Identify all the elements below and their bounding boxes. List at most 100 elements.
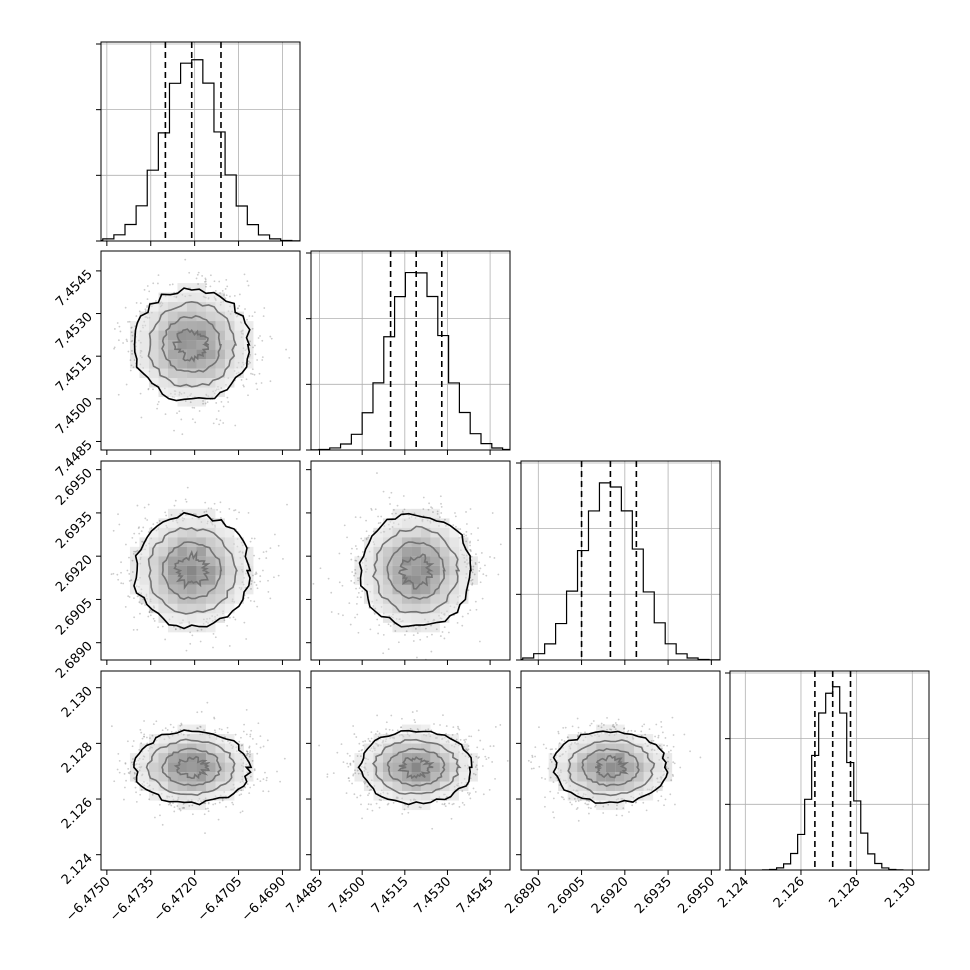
scatter-point	[365, 757, 368, 760]
density-cell	[148, 302, 159, 312]
scatter-point	[173, 810, 176, 813]
scatter-point	[465, 738, 467, 741]
panel-3-0: −6.4750−6.4735−6.4720−6.4705−6.46902.124…	[59, 670, 301, 925]
scatter-point	[459, 738, 462, 741]
density-cell	[430, 565, 440, 576]
scatter-point	[658, 781, 660, 784]
scatter-point	[200, 628, 203, 631]
scatter-point	[157, 526, 160, 529]
scatter-point	[123, 798, 125, 801]
scatter-point	[146, 317, 149, 319]
scatter-point	[220, 517, 222, 519]
scatter-point	[406, 733, 409, 736]
scatter-point	[225, 383, 227, 386]
density-cell	[615, 791, 625, 801]
scatter-point	[463, 535, 465, 538]
scatter-point	[206, 520, 209, 523]
scatter-point	[661, 731, 664, 734]
scatter-point	[146, 285, 149, 287]
scatter-point	[142, 758, 145, 761]
histogram-step	[101, 59, 300, 241]
scatter-point	[147, 749, 150, 752]
scatter-point	[113, 347, 115, 350]
scatter-point	[158, 803, 161, 806]
density-cell	[449, 781, 459, 792]
scatter-point	[458, 536, 461, 539]
scatter-point	[606, 728, 608, 731]
scatter-point	[456, 596, 459, 598]
density-cell	[430, 594, 440, 604]
scatter-point	[262, 551, 265, 554]
scatter-point	[659, 781, 662, 784]
scatter-point	[575, 808, 578, 811]
scatter-point	[157, 626, 159, 629]
scatter-point	[469, 797, 472, 800]
scatter-point	[173, 396, 176, 399]
density-cell	[243, 575, 254, 585]
density-cell	[449, 791, 459, 801]
density-cell	[139, 359, 149, 369]
scatter-point	[141, 356, 143, 359]
scatter-point	[469, 540, 472, 543]
scatter-point	[669, 793, 672, 796]
density-cell	[158, 781, 168, 792]
scatter-point	[122, 582, 125, 585]
scatter-point	[604, 732, 607, 735]
density-cell	[411, 565, 421, 576]
scatter-point	[577, 800, 580, 802]
scatter-point	[366, 583, 369, 586]
density-cell	[186, 340, 197, 350]
scatter-point	[288, 356, 291, 359]
density-cell	[167, 613, 178, 623]
scatter-point	[485, 574, 488, 577]
scatter-point	[376, 714, 379, 717]
scatter-point	[362, 744, 365, 747]
scatter-point	[140, 588, 143, 591]
scatter-point	[499, 543, 502, 546]
scatter-point	[242, 363, 245, 366]
scatter-point	[395, 618, 398, 620]
scatter-point	[206, 733, 209, 736]
x-tick-label: 2.6890	[502, 874, 545, 917]
scatter-point	[159, 814, 161, 817]
scatter-point	[379, 744, 382, 747]
density-cell	[158, 546, 168, 557]
density-cell	[139, 546, 149, 557]
density-cell	[420, 724, 431, 735]
scatter-point	[149, 598, 152, 601]
scatter-point	[417, 729, 420, 732]
density-cell	[139, 781, 149, 792]
scatter-point	[173, 504, 176, 507]
scatter-point	[631, 736, 634, 739]
density-cell	[411, 575, 421, 585]
scatter-point	[241, 569, 243, 571]
scatter-point	[670, 779, 673, 782]
scatter-point	[150, 305, 153, 308]
scatter-point	[203, 729, 206, 732]
scatter-point	[255, 382, 258, 385]
density-cell	[196, 359, 206, 369]
density-cell	[624, 791, 635, 801]
scatter-point	[552, 797, 555, 800]
density-cell	[382, 518, 393, 528]
scatter-point	[155, 720, 158, 723]
scatter-point	[214, 289, 217, 292]
panel-frame	[100, 250, 301, 451]
density-cell	[215, 311, 225, 322]
scatter-point	[584, 793, 587, 796]
density-cell	[392, 772, 402, 782]
scatter-point	[125, 338, 128, 341]
scatter-point	[129, 770, 132, 773]
scatter-point	[217, 818, 220, 821]
scatter-point	[366, 771, 369, 774]
density-cell	[449, 734, 459, 744]
scatter-point	[458, 785, 461, 788]
scatter-point	[161, 729, 164, 732]
scatter-point	[197, 271, 200, 274]
scatter-point	[444, 525, 447, 527]
scatter-point	[348, 779, 351, 782]
scatter-point	[577, 742, 579, 745]
scatter-point	[465, 534, 467, 537]
contour-line	[357, 729, 473, 806]
scatter-point	[436, 510, 439, 513]
